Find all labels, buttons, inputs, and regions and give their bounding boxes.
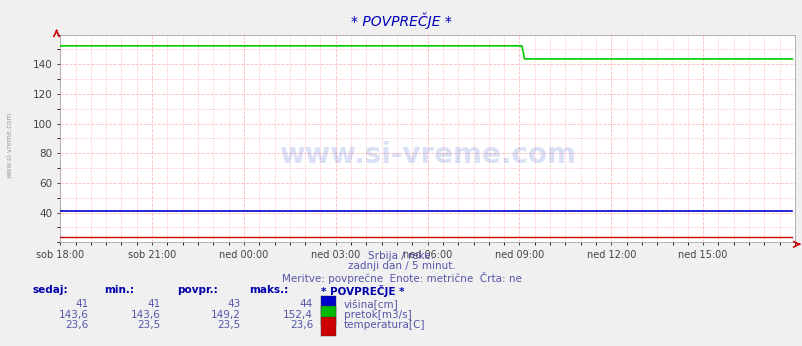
Text: 23,6: 23,6: [290, 320, 313, 330]
Text: 44: 44: [299, 299, 313, 309]
Text: višina[cm]: višina[cm]: [343, 299, 398, 310]
Text: temperatura[C]: temperatura[C]: [343, 320, 424, 330]
Text: povpr.:: povpr.:: [176, 285, 217, 295]
Text: www.si-vreme.com: www.si-vreme.com: [6, 112, 12, 179]
Text: 23,5: 23,5: [217, 320, 241, 330]
Text: 149,2: 149,2: [211, 310, 241, 320]
Text: zadnji dan / 5 minut.: zadnji dan / 5 minut.: [347, 261, 455, 271]
Text: www.si-vreme.com: www.si-vreme.com: [279, 141, 575, 169]
Text: 41: 41: [147, 299, 160, 309]
Text: pretok[m3/s]: pretok[m3/s]: [343, 310, 411, 320]
Text: 23,5: 23,5: [137, 320, 160, 330]
Text: Srbija / reke.: Srbija / reke.: [368, 251, 434, 261]
Text: 152,4: 152,4: [283, 310, 313, 320]
Text: 23,6: 23,6: [65, 320, 88, 330]
Text: 143,6: 143,6: [131, 310, 160, 320]
Text: 143,6: 143,6: [59, 310, 88, 320]
Text: 43: 43: [227, 299, 241, 309]
Text: 41: 41: [75, 299, 88, 309]
Text: * POVPREČJE *: * POVPREČJE *: [321, 285, 404, 298]
Text: min.:: min.:: [104, 285, 134, 295]
Text: maks.:: maks.:: [249, 285, 288, 295]
Text: * POVPREČJE *: * POVPREČJE *: [350, 12, 452, 29]
Text: sedaj:: sedaj:: [32, 285, 67, 295]
Text: Meritve: povprečne  Enote: metrične  Črta: ne: Meritve: povprečne Enote: metrične Črta:…: [282, 272, 520, 284]
